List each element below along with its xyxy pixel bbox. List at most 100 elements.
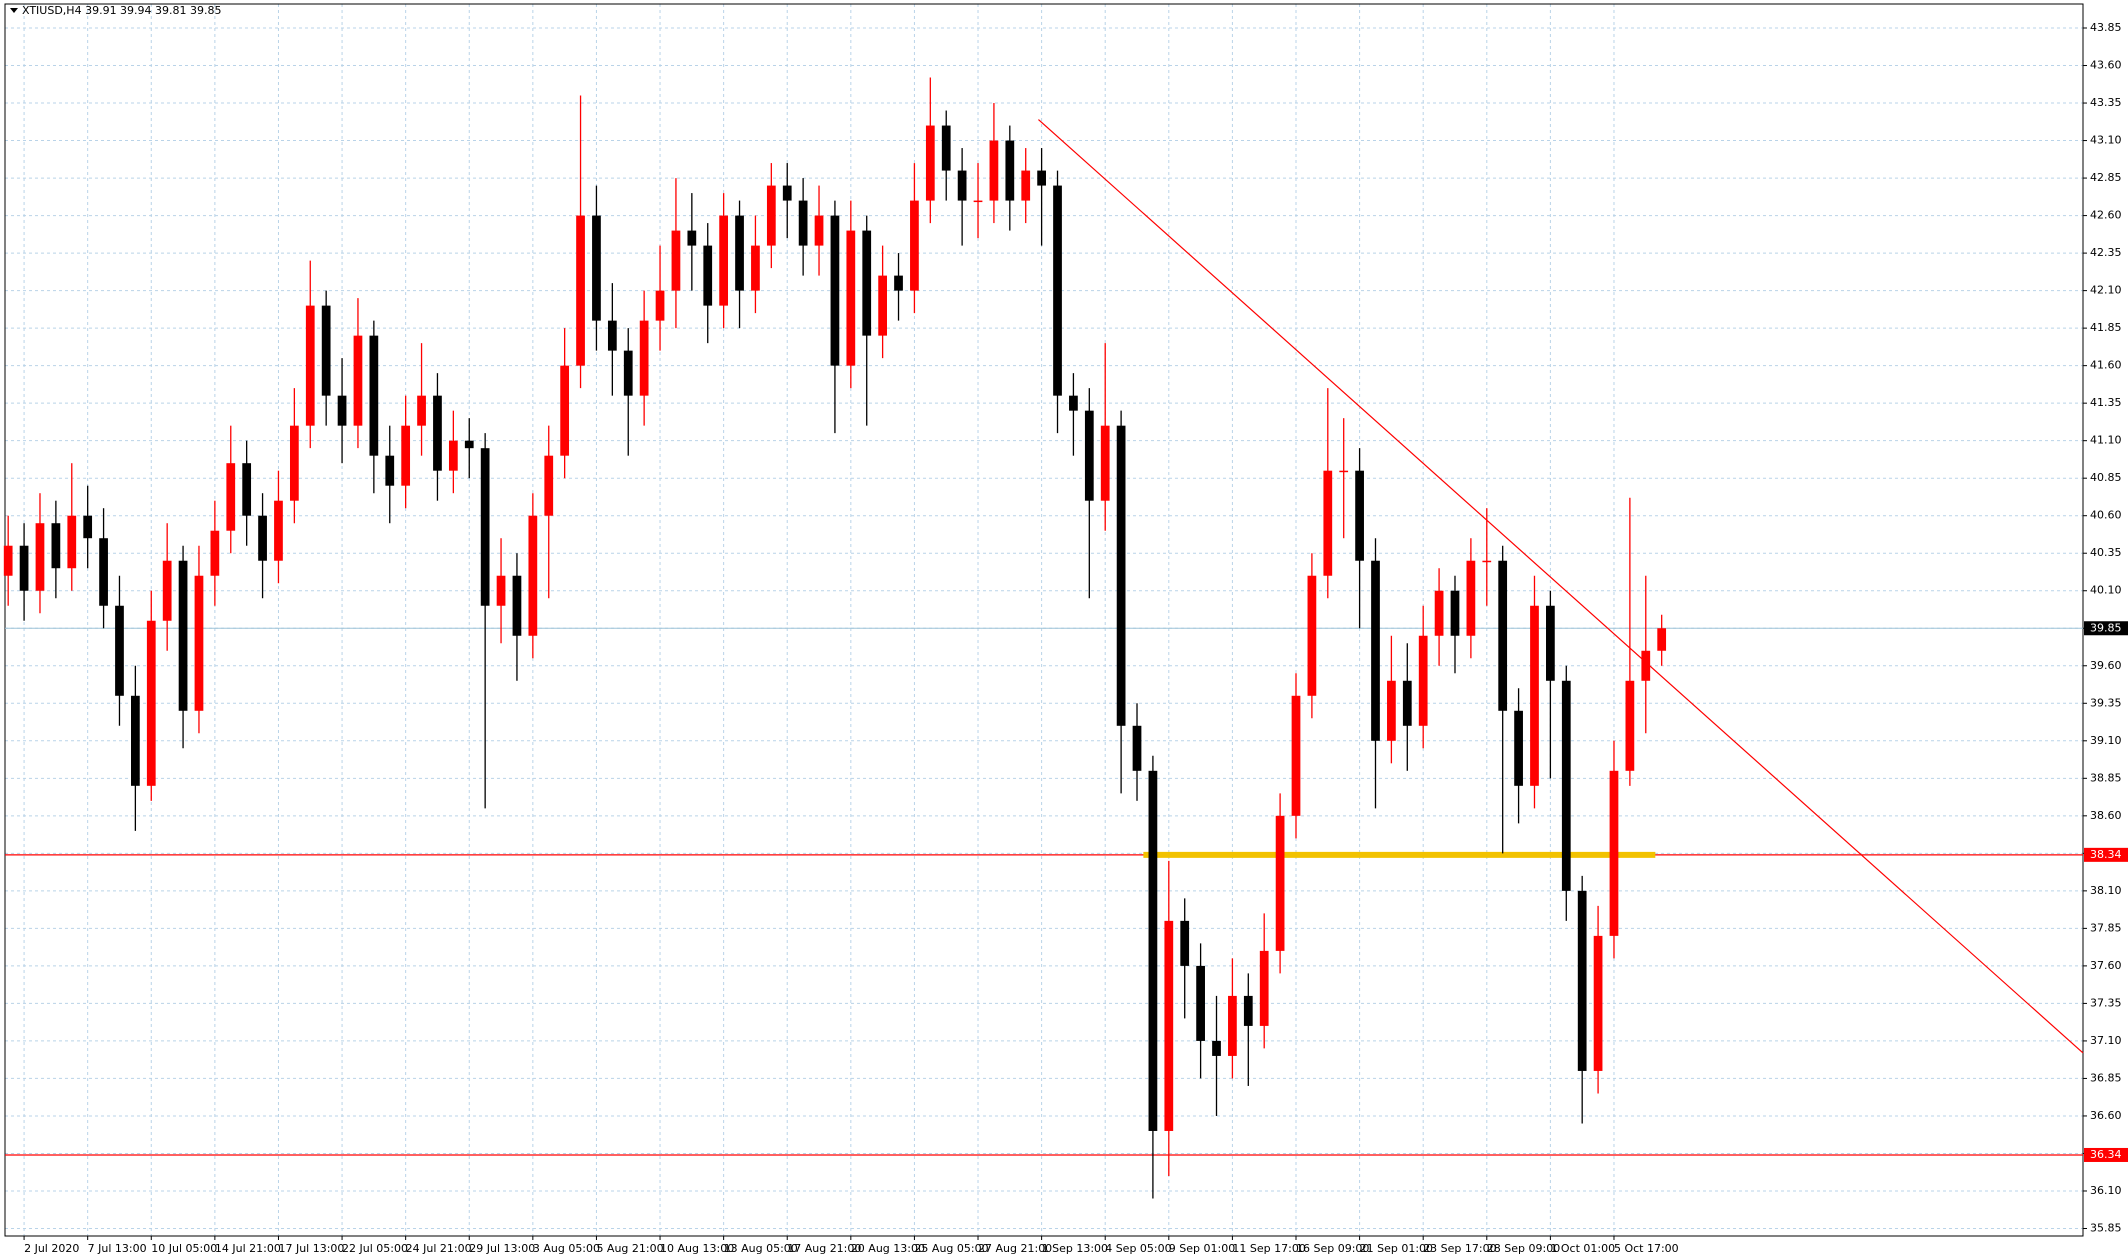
candle-body (1243, 995, 1253, 1026)
candle-body (655, 290, 665, 321)
candle-body (146, 620, 156, 786)
candle-body (369, 335, 379, 456)
y-tick-label: 35.85 (2090, 1221, 2122, 1234)
x-tick-label: 5 Oct 17:00 (1614, 1242, 1679, 1255)
candle-body (305, 305, 315, 426)
x-tick-label: 21 Sep 01:00 (1360, 1242, 1433, 1255)
candle-body (1053, 185, 1062, 396)
candle-body (1546, 605, 1555, 681)
candle-body (1482, 560, 1492, 563)
candle-body (83, 515, 93, 539)
y-tick-label: 40.85 (2090, 471, 2122, 484)
candle-body (782, 185, 792, 201)
candle-body (1069, 395, 1078, 411)
level-label: 36.34 (2090, 1148, 2122, 1161)
x-tick-label: 11 Sep 17:00 (1232, 1242, 1305, 1255)
candle-body (925, 125, 935, 201)
y-tick-label: 36.10 (2090, 1184, 2122, 1197)
y-tick-label: 37.60 (2090, 959, 2122, 972)
candle-body (623, 350, 633, 396)
candle-body (910, 200, 919, 291)
candle-body (1212, 1040, 1221, 1056)
y-tick-label: 43.60 (2090, 59, 2122, 72)
candle-body (957, 170, 967, 201)
candle-body (751, 245, 760, 291)
y-tick-label: 43.85 (2090, 21, 2122, 34)
y-tick-label: 41.60 (2090, 359, 2122, 372)
plot-frame (4, 3, 2084, 1237)
y-tick-label: 42.35 (2090, 246, 2122, 259)
x-tick-label: 20 Aug 13:00 (851, 1242, 925, 1255)
candle-body (1402, 680, 1412, 726)
candle-body (941, 125, 951, 171)
y-tick-label: 38.60 (2090, 809, 2122, 822)
candle-body (1148, 770, 1158, 1131)
candle-body (1180, 920, 1190, 966)
candle-body (417, 395, 426, 426)
y-tick-label: 39.35 (2090, 696, 2122, 709)
candle-body (226, 463, 236, 531)
candle-body (1593, 935, 1603, 1071)
candle-body (115, 605, 124, 696)
y-tick-label: 38.10 (2090, 884, 2122, 897)
candle-body (1021, 170, 1031, 201)
x-tick-label: 1 Sep 13:00 (1042, 1242, 1108, 1255)
x-tick-label: 1 Oct 01:00 (1550, 1242, 1615, 1255)
x-tick-label: 17 Aug 21:00 (787, 1242, 861, 1255)
candle-body (194, 575, 204, 711)
x-tick-label: 3 Aug 05:00 (533, 1242, 600, 1255)
candle-body (560, 365, 570, 456)
x-tick-label: 22 Jul 05:00 (342, 1242, 408, 1255)
candle-body (671, 230, 681, 291)
candle-body (1228, 995, 1237, 1056)
candle-body (99, 538, 108, 606)
candle-body (639, 320, 649, 396)
y-tick-label: 43.10 (2090, 134, 2122, 147)
candle-body (1387, 680, 1396, 741)
candle-body (544, 455, 554, 516)
current-price-label: 39.85 (2090, 621, 2122, 634)
candle-body (1450, 590, 1460, 636)
candle-body (814, 215, 824, 246)
x-tick-label: 14 Jul 21:00 (215, 1242, 281, 1255)
x-tick-label: 28 Sep 09:00 (1487, 1242, 1560, 1255)
candle-body (1132, 725, 1142, 771)
candle-body (528, 515, 538, 636)
candle-body (1371, 560, 1380, 741)
candle-body (1355, 470, 1364, 561)
y-tick-label: 39.10 (2090, 734, 2122, 747)
y-tick-label: 41.35 (2090, 396, 2122, 409)
candle-body (35, 523, 45, 591)
candle-body (130, 695, 140, 786)
candle-body (1084, 410, 1094, 501)
y-tick-label: 43.35 (2090, 96, 2122, 109)
candle-body (19, 545, 29, 591)
candle-body (576, 215, 585, 366)
candle-body (1418, 635, 1428, 726)
x-tick-label: 24 Jul 21:00 (406, 1242, 472, 1255)
x-tick-label: 5 Aug 21:00 (596, 1242, 663, 1255)
x-tick-label: 9 Sep 01:00 (1169, 1242, 1235, 1255)
candle-body (1307, 575, 1317, 696)
candle-body (1259, 950, 1269, 1026)
candle-body (735, 215, 744, 291)
candle-body (51, 523, 61, 569)
candle-body (1116, 425, 1126, 726)
candle-body (178, 560, 188, 711)
candle-body (1275, 815, 1285, 951)
x-tick-label: 13 Aug 05:00 (724, 1242, 798, 1255)
x-tick-label: 2 Jul 2020 (24, 1242, 79, 1255)
candle-body (830, 215, 840, 366)
candle-body (846, 230, 856, 366)
x-tick-label: 23 Sep 17:00 (1423, 1242, 1496, 1255)
candle-body (989, 140, 999, 201)
y-tick-label: 42.60 (2090, 209, 2122, 222)
candle-body (1641, 650, 1651, 681)
y-tick-label: 41.10 (2090, 434, 2122, 447)
candle-body (433, 395, 442, 471)
candle-body (1323, 470, 1333, 576)
candle-body (862, 230, 872, 336)
